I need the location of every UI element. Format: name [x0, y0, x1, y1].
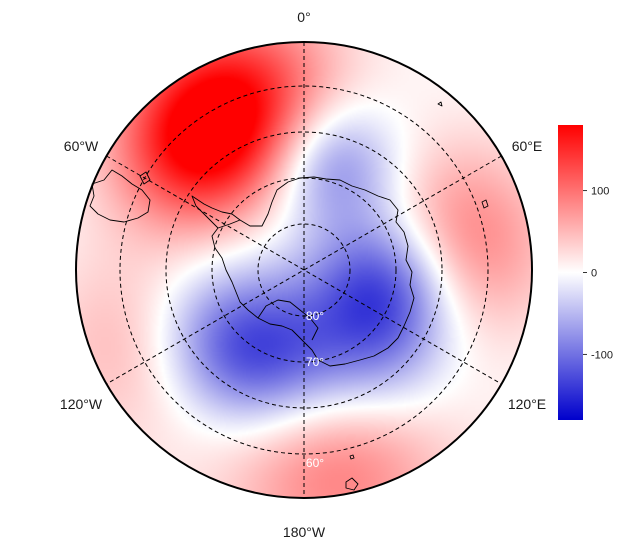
lat-label-70: 70° — [306, 355, 324, 369]
ross-ice-shelf-edge — [257, 299, 319, 341]
colorbar-tick-label: 100 — [591, 186, 609, 198]
kerguelen-island — [481, 199, 489, 209]
colorbar: 100 0 -100 — [558, 125, 613, 420]
graticule — [106, 42, 502, 498]
lat-circle-60 — [165, 131, 443, 409]
lon-label-120e: 120°E — [508, 396, 546, 412]
lon-label-120w: 120°W — [60, 396, 103, 412]
macquarie-island — [345, 477, 359, 491]
colorbar-tick-label: 0 — [591, 268, 597, 280]
meridian-60e-120w — [106, 155, 502, 385]
lat-label-80: 80° — [306, 309, 324, 323]
antarctic-peninsula-coastline — [191, 195, 241, 229]
colorbar-gradient — [558, 125, 583, 420]
sub-antarctic-islet-2 — [437, 101, 443, 107]
lon-label-60w: 60°W — [64, 138, 99, 154]
lat-label-60: 60° — [306, 456, 324, 470]
lon-label-60e: 60°E — [512, 138, 543, 154]
meridian-60w-120e — [106, 155, 502, 385]
map-boundary — [75, 41, 533, 499]
antarctica-coastline — [211, 176, 415, 367]
lon-label-0: 0° — [297, 9, 310, 25]
lon-label-180w: 180°W — [283, 524, 326, 540]
lat-circle-70 — [211, 177, 397, 363]
colorbar-ticks: 100 0 -100 — [583, 186, 613, 361]
longitude-labels: 0° 60°E 120°E 180°W 120°W 60°W — [60, 9, 546, 540]
coastlines — [89, 101, 489, 491]
south-america-fragment — [139, 171, 151, 185]
sub-antarctic-islet-1 — [349, 454, 355, 460]
south-america-coastline — [89, 169, 151, 223]
latitude-labels: 80° 70° 60° — [306, 309, 324, 470]
colorbar-tick-label: -100 — [591, 349, 613, 361]
lat-circle-50 — [119, 85, 489, 455]
